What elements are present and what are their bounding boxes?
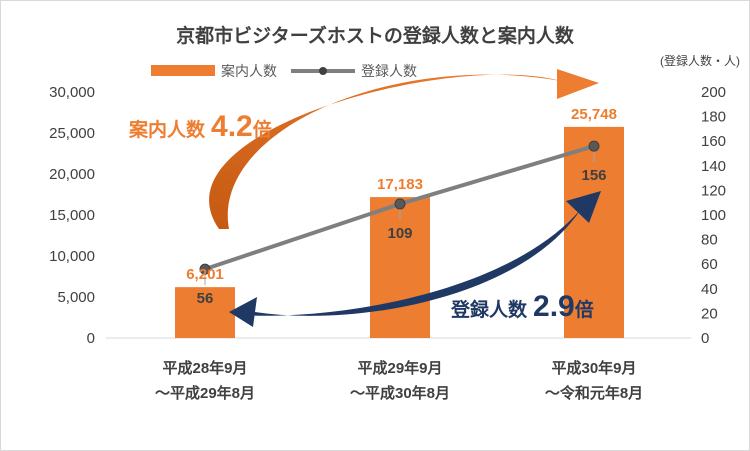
line-series (199, 140, 600, 286)
left-axis-tick-label: 25,000 (49, 125, 95, 142)
category-label: 平成29年9月 (357, 359, 442, 377)
chart-title: 京都市ビジターズホストの登録人数と案内人数 (176, 24, 575, 47)
bar-value-label: 6,201 (186, 266, 224, 283)
line-value-label: 156 (581, 167, 606, 184)
right-axis-tick-label: 0 (701, 330, 709, 347)
left-axis: 0 5,000 10,000 15,000 20,000 25,000 30,000 (49, 84, 95, 347)
bar-growth-annotation-label: 案内人数 (128, 118, 206, 141)
bar-growth-annotation-value: 4.2 (211, 110, 253, 143)
line-growth-arrow (238, 209, 581, 316)
right-axis-tick-label: 200 (701, 84, 726, 101)
bar (370, 197, 430, 338)
line-growth-annotation-value: 2.9 (533, 290, 575, 323)
left-axis-tick-label: 0 (87, 330, 95, 347)
right-axis-unit-label: (登録人数・人) (660, 53, 740, 68)
category-label: ～平成29年8月 (155, 384, 255, 402)
right-axis-tick-label: 40 (701, 281, 718, 298)
category-label: ～令和元年8月 (545, 384, 643, 402)
left-axis-tick-label: 10,000 (49, 248, 95, 265)
category-label: 平成28年9月 (162, 359, 247, 377)
right-axis-tick-label: 60 (701, 256, 718, 273)
line-value-label: 56 (197, 290, 214, 307)
left-axis-tick-label: 15,000 (49, 207, 95, 224)
legend-swatch-bar (151, 65, 215, 76)
bar-growth-arrowhead (557, 69, 599, 99)
line-marker (588, 140, 600, 152)
line-value-labels: 56 109 156 (197, 167, 607, 307)
legend-label-line: 登録人数 (361, 63, 417, 79)
left-axis-tick-label: 30,000 (49, 84, 95, 101)
right-axis-tick-label: 100 (701, 207, 726, 224)
line-growth-annotation: 登録人数 2.9倍 (450, 290, 594, 323)
line-marker (394, 198, 406, 210)
line-marker (199, 263, 211, 275)
right-axis-tick-label: 80 (701, 232, 718, 249)
legend-swatch-marker (319, 67, 327, 75)
right-axis-tick-label: 20 (701, 305, 718, 322)
legend: 案内人数 登録人数 (151, 63, 417, 79)
bar-value-labels: 6,201 17,183 25,748 (186, 106, 617, 283)
line-growth-annotation-suffix: 倍 (575, 298, 594, 321)
right-axis-tick-label: 180 (701, 109, 726, 126)
bar-value-label: 17,183 (377, 176, 423, 193)
left-axis-tick-label: 5,000 (57, 289, 95, 306)
bar (175, 287, 235, 338)
category-label: 平成30年9月 (551, 359, 636, 377)
line-value-label: 109 (387, 225, 412, 242)
right-axis-tick-label: 140 (701, 158, 726, 175)
bar-series (175, 126, 624, 339)
line-growth-arrowtail (229, 297, 257, 327)
line-growth-arrowhead (566, 191, 601, 223)
bar-value-label: 25,748 (571, 106, 617, 123)
bar-growth-annotation-suffix: 倍 (253, 118, 272, 141)
legend-label-bar: 案内人数 (221, 63, 277, 79)
right-axis: 0 20 40 60 80 100 120 140 160 180 200 (701, 84, 726, 347)
category-labels: 平成28年9月 ～平成29年8月 平成29年9月 ～平成30年8月 平成30年9月 ～令和… (155, 359, 643, 402)
bar-growth-annotation: 案内人数 4.2倍 (128, 110, 272, 143)
category-label: ～平成30年8月 (350, 384, 450, 402)
right-axis-tick-label: 120 (701, 182, 726, 199)
right-axis-tick-label: 160 (701, 133, 726, 150)
left-axis-tick-label: 20,000 (49, 166, 95, 183)
line-growth-annotation-label: 登録人数 (450, 298, 528, 321)
